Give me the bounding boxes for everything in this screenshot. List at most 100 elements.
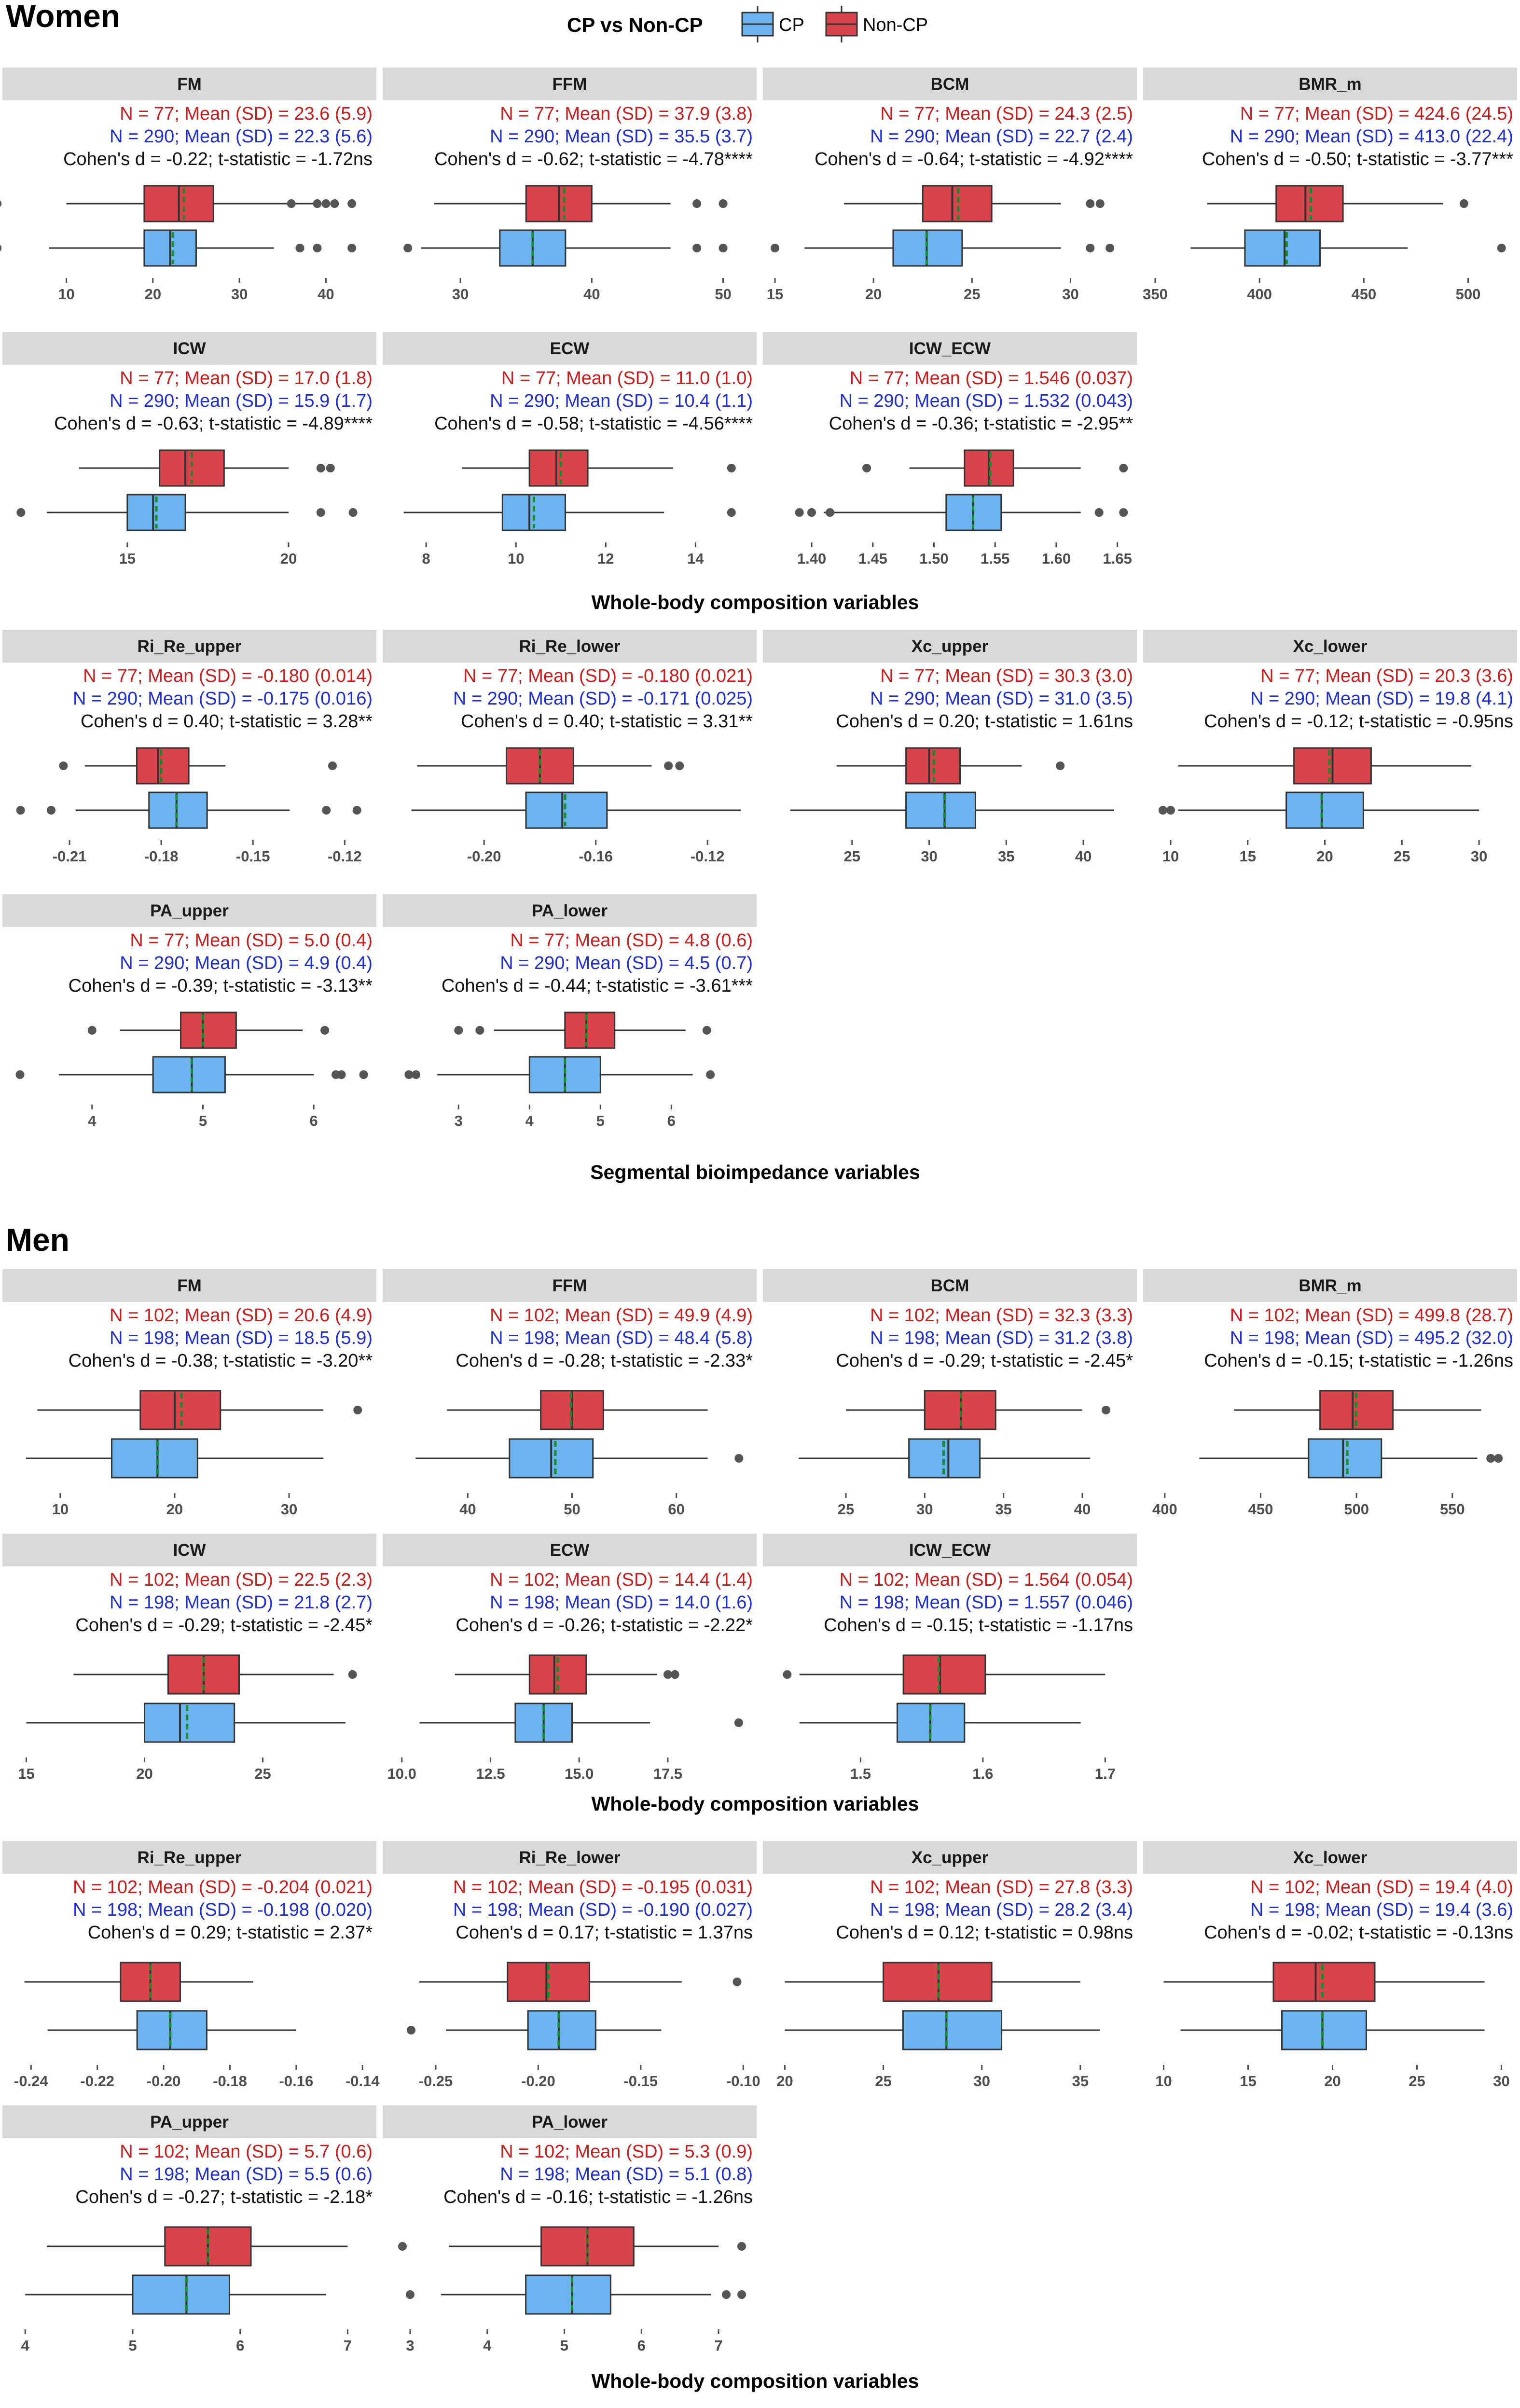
noncp-outlier [727,464,736,472]
stats-noncp: N = 102; Mean (SD) = 19.4 (4.0) [1250,1877,1513,1897]
cp-outlier [347,244,357,252]
x-tick-label: 4 [483,2337,492,2354]
x-tick-label: -0.18 [144,848,179,865]
stats-cp: N = 198; Mean (SD) = 31.2 (3.8) [870,1328,1133,1348]
x-tick-label: 10 [52,1501,69,1518]
effect-size: Cohen's d = 0.29; t-statistic = 2.37* [88,1923,373,1943]
noncp-outlier [87,1026,97,1035]
stats-cp: N = 290; Mean (SD) = 31.0 (3.5) [870,689,1133,709]
x-tick-label: 400 [1152,1501,1177,1518]
x-tick-label: 1.45 [858,550,887,567]
stats-noncp: N = 102; Mean (SD) = 49.9 (4.9) [490,1305,753,1326]
x-tick-label: 6 [310,1112,318,1129]
stats-cp: N = 198; Mean (SD) = 18.5 (5.9) [110,1328,373,1348]
panel-title: ICW [173,339,206,358]
effect-size: Cohen's d = 0.12; t-statistic = 0.98ns [836,1923,1133,1943]
panel-strip [763,68,1137,100]
panel-women-bcm: BCM N = 77; Mean (SD) = 24.3 (2.5)N = 290… [763,68,1137,303]
panel-women-ecw: ECW N = 77; Mean (SD) = 11.0 (1.0) N = 290… [383,332,757,567]
cp-box [902,2010,1003,2050]
cp-outlier [727,508,736,517]
x-tick-label: 40 [459,1501,476,1518]
effect-size: Cohen's d = -0.36; t-statistic = -2.95** [829,414,1133,434]
x-tick-label: -0.16 [579,848,613,865]
noncp-outlier [702,1026,711,1035]
panel-women-pa-lower: PA_lower N = 77; Mean (SD) = 4.8 (0.6)N =… [383,894,757,1129]
stats-cp: N = 198; Mean (SD) = 28.2 (3.4) [870,1900,1133,1920]
noncp-outlier [316,464,325,472]
x-tick-label: -0.24 [14,2073,48,2090]
noncp-outlier [1056,761,1065,770]
effect-size: Cohen's d = -0.44; t-statistic = -3.61**… [442,976,753,996]
x-tick-label: 6 [637,2337,646,2354]
stats-noncp: N = 77; Mean (SD) = 5.0 (0.4) [130,930,373,951]
stats-noncp: N = 102; Mean (SD) = 22.5 (2.3) [110,1570,373,1590]
noncp-outlier [719,199,728,208]
cp-outlier [1494,1454,1503,1463]
noncp-outlier [663,1670,672,1679]
cp-outlier [807,508,816,517]
x-tick-label: -0.20 [467,848,501,865]
cp-box [152,1056,226,1093]
effect-size: Cohen's d = -0.29; t-statistic = -2.45* [75,1615,373,1635]
noncp-box [180,1011,237,1049]
stats-cp: N = 290; Mean (SD) = 19.8 (4.1) [1250,689,1513,709]
panel-strip [2,68,376,100]
x-tick-label: 35 [998,848,1014,865]
legend-label-noncp: Non-CP [863,15,928,35]
panels: FMN = 77; Mean (SD) = 23.6 (5.9)N = 290;… [0,68,1517,2392]
x-tick-label: 1.6 [972,1765,993,1782]
panel-women-xc-upper: Xc_upper N = 77; Mean (SD) = 30.3 (3.0) N … [763,630,1137,865]
x-tick-label: 20 [166,1501,183,1518]
cp-outlier [1166,806,1175,815]
x-tick-label: 500 [1344,1501,1369,1518]
effect-size: Cohen's d = -0.38; t-statistic = -3.20** [69,1351,373,1371]
panel-title: BMR_m [1299,1276,1361,1295]
noncp-outlier [353,1406,362,1414]
panel-men-ffm: FFM N = 102; Mean (SD) = 49.9 (4.9)N = 19… [383,1269,757,1518]
panel-women-fm: FM N = 77; Mean (SD) = 23.6 (5.9)N = 290;… [0,68,376,303]
x-tick-label: 1.40 [797,550,826,567]
effect-size: Cohen's d = -0.27; t-statistic = -2.18* [75,2187,373,2207]
x-tick-label: 1.7 [1095,1765,1116,1782]
noncp-outlier [1086,199,1095,208]
x-tick-label: -0.25 [419,2073,453,2090]
stats-cp: N = 198; Mean (SD) = 19.4 (3.6) [1250,1900,1513,1920]
noncp-box [528,449,589,487]
x-tick-label: 4 [88,1112,97,1129]
x-tick-label: 6 [236,2337,244,2354]
panel-strip [383,2105,757,2138]
x-tick-label: 30 [231,286,248,303]
cp-outlier [337,1070,346,1079]
panel-men-fm: FM N = 102; Mean (SD) = 20.6 (4.9)N = 198… [2,1269,376,1518]
cp-outlier [826,508,835,517]
panel-title: PA_lower [532,901,608,920]
panel-title: BCM [931,75,969,94]
noncp-outlier [454,1026,463,1035]
x-tick-label: 20 [145,286,161,303]
panel-title: Ri_Re_upper [138,1848,242,1867]
panel-strip [763,1841,1137,1874]
stats-noncp: N = 77; Mean (SD) = 37.9 (3.8) [500,104,753,124]
cp-box [132,2274,230,2315]
effect-size: Cohen's d = 0.20; t-statistic = 1.61ns [836,711,1133,732]
noncp-box [136,747,190,785]
panel-title: Ri_Re_lower [519,1848,620,1867]
effect-size: Cohen's d = -0.15; t-statistic = -1.26ns [1204,1351,1513,1371]
x-tick-label: 25 [1394,848,1410,865]
effect-size: Cohen's d = -0.62; t-statistic = -4.78**… [434,149,753,169]
x-tick-label: 10.0 [387,1765,416,1782]
panel-strip [383,1269,757,1302]
noncp-outlier [320,1026,330,1035]
x-tick-label: 50 [715,286,731,303]
x-tick-label: 15 [119,550,136,567]
x-tick-label: 15 [767,286,783,303]
x-tick-label: 25 [1409,2073,1425,2090]
panel-strip [2,2105,376,2138]
x-tick-label: 25 [838,1501,854,1518]
effect-size: Cohen's d = -0.29; t-statistic = -2.45* [836,1351,1133,1371]
panel-men-bmr-m: BMR_m N = 102; Mean (SD) = 499.8 (28.7)N … [1143,1269,1517,1518]
cp-box [905,791,976,829]
cp-outlier [359,1070,368,1079]
panel-title: PA_upper [150,2113,229,2131]
